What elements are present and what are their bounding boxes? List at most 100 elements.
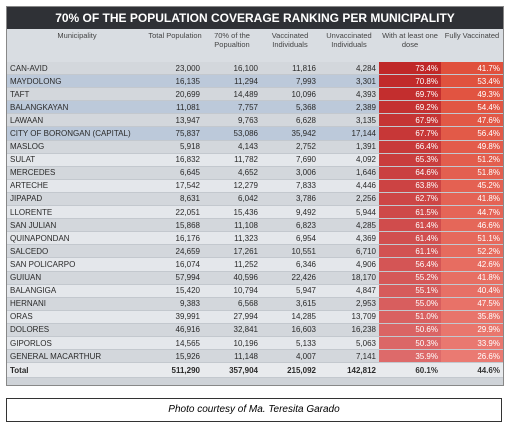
table-cell: 1,391 <box>319 140 379 154</box>
header-cell: Municipality <box>7 29 147 62</box>
table-cell: 42.6% <box>441 257 503 272</box>
table-cell: 5,947 <box>261 284 319 298</box>
table-cell: 6,954 <box>261 231 319 246</box>
table-row: LAWAAN 13,947 9,763 6,628 3,135 67.9% 47.6% <box>7 113 503 128</box>
table-cell: 51.8% <box>441 166 503 180</box>
table-cell: 9,492 <box>261 205 319 220</box>
table-cell: 11,323 <box>203 231 261 246</box>
table-cell: 41.7% <box>441 62 503 76</box>
table-cell: 29.9% <box>441 323 503 337</box>
table-cell: 6,346 <box>261 257 319 272</box>
header-row: Municipality Total Population 70% of the P… <box>7 29 503 62</box>
table-cell: 7,993 <box>261 74 319 89</box>
table-cell: 11,252 <box>203 257 261 272</box>
total-row: Total 511,290 357,904 215,092 142,812 60.1% 44… <box>7 362 503 379</box>
table-cell: 10,096 <box>261 87 319 102</box>
table-cell: SULAT <box>7 153 147 167</box>
table-cell: SALCEDO <box>7 244 147 259</box>
table-cell: 6,042 <box>203 192 261 207</box>
table-cell: 47.5% <box>441 297 503 311</box>
table-cell: 7,757 <box>203 100 261 115</box>
table-cell: 4,143 <box>203 140 261 154</box>
total-cell: 60.1% <box>379 362 441 379</box>
table-cell: 57,994 <box>147 271 203 285</box>
table-cell: JIPAPAD <box>7 192 147 207</box>
table-cell: 65.3% <box>379 153 441 167</box>
table-cell: MERCEDES <box>7 166 147 180</box>
table-cell: 33.9% <box>441 336 503 351</box>
table-cell: 1,646 <box>319 166 379 180</box>
total-cell: Total <box>7 362 147 379</box>
table-cell: 39,991 <box>147 310 203 324</box>
table-cell: 61.4% <box>379 218 441 233</box>
table-cell: 55.2% <box>379 271 441 285</box>
table-cell: 4,285 <box>319 218 379 233</box>
table-cell: 51.0% <box>379 310 441 324</box>
table-cell: ORAS <box>7 310 147 324</box>
table-cell: 46,916 <box>147 323 203 337</box>
table-cell: 6,823 <box>261 218 319 233</box>
table-cell: 4,369 <box>319 231 379 246</box>
table-cell: 55.1% <box>379 284 441 298</box>
table-cell: 11,816 <box>261 62 319 76</box>
table-cell: 16,832 <box>147 153 203 167</box>
table-cell: GUIUAN <box>7 271 147 285</box>
caption: Photo courtesy of Ma. Teresita Garado <box>6 398 502 422</box>
table-row: GUIUAN 57,994 40,596 22,426 18,170 55.2% 41.8% <box>7 271 503 285</box>
table-cell: 11,108 <box>203 218 261 233</box>
table-cell: 40.4% <box>441 284 503 298</box>
table-cell: CAN-AVID <box>7 62 147 76</box>
table-cell: 67.7% <box>379 126 441 141</box>
table-cell: 3,786 <box>261 192 319 207</box>
table-cell: 61.4% <box>379 231 441 246</box>
table-cell: 13,947 <box>147 113 203 128</box>
table-cell: 15,926 <box>147 349 203 364</box>
total-cell: 44.6% <box>441 362 503 379</box>
table-cell: 10,794 <box>203 284 261 298</box>
table-cell: 17,144 <box>319 126 379 141</box>
table-cell: 69.2% <box>379 100 441 115</box>
header-cell: Total Population <box>147 29 203 62</box>
table-row: SULAT 16,832 11,782 7,690 4,092 65.3% 51.2% <box>7 153 503 167</box>
table-cell: 23,000 <box>147 62 203 76</box>
table-cell: 4,393 <box>319 87 379 102</box>
table-cell: 9,763 <box>203 113 261 128</box>
table-cell: HERNANI <box>7 297 147 311</box>
table-cell: 2,256 <box>319 192 379 207</box>
table-cell: 35.8% <box>441 310 503 324</box>
total-cell: 511,290 <box>147 362 203 379</box>
table-cell: 51.1% <box>441 231 503 246</box>
table-cell: 73.4% <box>379 62 441 76</box>
table-cell: 47.6% <box>441 113 503 128</box>
table-cell: 7,690 <box>261 153 319 167</box>
table-cell: 14,489 <box>203 87 261 102</box>
table-cell: 6,645 <box>147 166 203 180</box>
table-cell: 22,426 <box>261 271 319 285</box>
table-cell: 26.6% <box>441 349 503 364</box>
table-cell: 56.4% <box>379 257 441 272</box>
table-cell: 5,944 <box>319 205 379 220</box>
table-cell: 7,141 <box>319 349 379 364</box>
table-row: QUINAPONDAN 16,176 11,323 6,954 4,369 61.4% 51… <box>7 231 503 246</box>
table-row: CITY OF BORONGAN (CAPITAL) 75,837 53,086 35… <box>7 126 503 141</box>
table-cell: MASLOG <box>7 140 147 154</box>
table-cell: 3,615 <box>261 297 319 311</box>
table-cell: 70.8% <box>379 74 441 89</box>
table-cell: 53.4% <box>441 74 503 89</box>
table-cell: 66.4% <box>379 140 441 154</box>
table-cell: 10,196 <box>203 336 261 351</box>
table-row: SALCEDO 24,659 17,261 10,551 6,710 61.1% 52.2% <box>7 244 503 259</box>
table-cell: 55.0% <box>379 297 441 311</box>
table-cell: 2,389 <box>319 100 379 115</box>
table-cell: GIPORLOS <box>7 336 147 351</box>
table-cell: 45.2% <box>441 179 503 193</box>
table-cell: LLORENTE <box>7 205 147 220</box>
header-cell: Vaccinated Individuals <box>261 29 319 62</box>
table-cell: SAN JULIAN <box>7 218 147 233</box>
table-row: SAN JULIAN 15,868 11,108 6,823 4,285 61.4% 46.… <box>7 218 503 233</box>
table-cell: 16,135 <box>147 74 203 89</box>
table-cell: 11,148 <box>203 349 261 364</box>
table-cell: 67.9% <box>379 113 441 128</box>
table-cell: 63.8% <box>379 179 441 193</box>
total-cell: 357,904 <box>203 362 261 379</box>
